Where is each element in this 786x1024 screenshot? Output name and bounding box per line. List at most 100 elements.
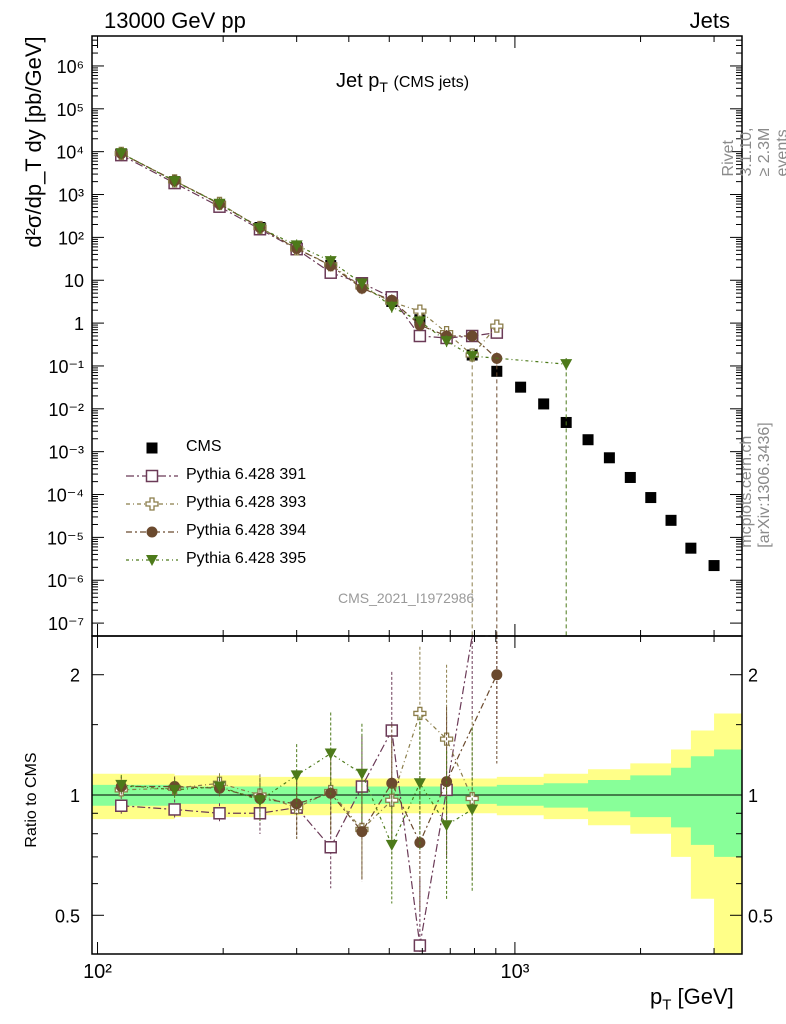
plot-title-main: Jet p bbox=[336, 70, 380, 92]
ratio-point-pythia-6-428-391-5 bbox=[324, 840, 337, 854]
point-cms-16 bbox=[603, 452, 615, 464]
x-tick-label-100: 10² bbox=[83, 961, 112, 983]
y-tick-label-main: 10⁵ bbox=[57, 100, 84, 120]
point-cms-13 bbox=[538, 398, 550, 410]
energy-label: 13000 GeV pp bbox=[104, 8, 246, 33]
ratio-point-pythia-6-428-393-8 bbox=[413, 706, 427, 721]
x-tick-label-1000: 10³ bbox=[500, 961, 529, 983]
ratio-uncertainty-bands bbox=[92, 713, 742, 954]
ratio-point-pythia-6-428-391-0 bbox=[115, 799, 128, 812]
y-axis-label-ratio: Ratio to CMS bbox=[23, 752, 40, 848]
y-tick-label-main: 10⁻² bbox=[48, 400, 84, 420]
point-pythia-6-428-395-10 bbox=[466, 351, 479, 363]
y-tick-label-main: 10⁻⁶ bbox=[47, 571, 84, 591]
process-label: Jets bbox=[689, 8, 730, 33]
legend-marker-1 bbox=[145, 469, 159, 483]
ratio-point-pythia-6-428-395-6 bbox=[355, 768, 368, 780]
point-pythia-6-428-395-5 bbox=[324, 256, 337, 268]
ratio-point-pythia-6-428-394-10 bbox=[491, 669, 503, 681]
point-cms-11 bbox=[491, 365, 503, 377]
main-plot-series bbox=[114, 146, 720, 636]
point-pythia-6-428-394-10 bbox=[466, 330, 478, 342]
y-tick-label-main: 10⁶ bbox=[57, 57, 84, 77]
ratio-point-pythia-6-428-395-7 bbox=[385, 839, 398, 851]
ratio-point-pythia-6-428-395-1 bbox=[168, 784, 181, 796]
ratio-band-green bbox=[92, 749, 742, 857]
ratio-point-pythia-6-428-391-1 bbox=[168, 803, 181, 816]
ratio-point-pythia-6-428-395-4 bbox=[290, 770, 303, 782]
y-tick-label-main: 10⁻⁴ bbox=[47, 486, 84, 506]
y-tick-label-ratio: 0.5 bbox=[55, 906, 80, 926]
ratio-band-yellow bbox=[92, 713, 742, 954]
point-pythia-6-428-395-11 bbox=[560, 359, 573, 371]
point-pythia-6-428-395-7 bbox=[385, 301, 398, 313]
series-line-pythia-6-428-395 bbox=[120, 152, 567, 365]
point-pythia-6-428-395-9 bbox=[440, 336, 453, 348]
point-cms-18 bbox=[645, 492, 657, 504]
ratio-line-pythia-6-428-391 bbox=[121, 635, 497, 946]
point-pythia-6-428-395-0 bbox=[115, 148, 128, 160]
point-cms-21 bbox=[708, 560, 720, 572]
legend-marker-3 bbox=[146, 526, 158, 538]
point-cms-17 bbox=[624, 471, 636, 483]
legend-markers bbox=[126, 442, 178, 566]
point-cms-12 bbox=[515, 381, 527, 393]
legend-marker-4 bbox=[146, 555, 158, 566]
y-tick-label-main: 10⁻⁷ bbox=[48, 614, 84, 634]
legend-label-395: Pythia 6.428 395 bbox=[186, 550, 307, 567]
plot-title-suffix: (CMS jets) bbox=[393, 74, 470, 91]
y-tick-label-ratio-right: 0.5 bbox=[748, 906, 773, 926]
legend-marker-2 bbox=[145, 497, 159, 511]
point-cms-20 bbox=[685, 542, 697, 554]
mcplots-label: mcplots.cern.ch [arXiv:1306.3436] bbox=[738, 422, 773, 548]
ratio-point-pythia-6-428-395-2 bbox=[213, 781, 226, 793]
y-tick-label-main: 10⁻¹ bbox=[48, 357, 84, 377]
y-tick-label-main: 10⁻³ bbox=[48, 443, 84, 463]
y-tick-label-main: 10 bbox=[64, 271, 84, 291]
x-axis-label-main: p bbox=[650, 984, 663, 1009]
ratio-line-pythia-6-428-394 bbox=[121, 674, 498, 845]
y-tick-label-main: 10³ bbox=[58, 186, 84, 206]
ratio-point-pythia-6-428-395-9 bbox=[440, 820, 453, 832]
point-pythia-6-428-395-1 bbox=[168, 176, 181, 188]
x-axis-label-unit: [GeV] bbox=[671, 984, 734, 1009]
y-tick-label-ratio-right: 1 bbox=[748, 786, 758, 806]
legend-marker-0 bbox=[146, 442, 158, 454]
plot-title-sub: T bbox=[379, 79, 388, 95]
point-pythia-6-428-395-2 bbox=[213, 198, 226, 210]
point-cms-15 bbox=[582, 434, 594, 446]
legend-label-cms: CMS bbox=[186, 438, 222, 455]
legend-label-394: Pythia 6.428 394 bbox=[186, 522, 307, 539]
y-tick-label-ratio: 1 bbox=[70, 786, 80, 806]
ratio-point-pythia-6-428-391-2 bbox=[213, 807, 226, 820]
y-tick-label-main: 10⁴ bbox=[56, 143, 84, 163]
point-cms-19 bbox=[665, 514, 677, 526]
point-pythia-6-428-393-11 bbox=[490, 319, 504, 333]
y-tick-label-main: 1 bbox=[74, 314, 84, 334]
legend-label-391: Pythia 6.428 391 bbox=[186, 466, 307, 483]
ratio-point-pythia-6-428-394-6 bbox=[356, 826, 368, 838]
analysis-reference: CMS_2021_I1972986 bbox=[338, 590, 475, 606]
axis-ticks: 10² 10³ 10⁻⁷ 10⁻⁶ 10⁻⁵ 10⁻⁴ 10⁻³ 10⁻² 10⁻¹ 1 10 10²… bbox=[47, 35, 773, 983]
point-pythia-6-428-395-6 bbox=[355, 278, 368, 290]
ratio-plot-series bbox=[114, 635, 503, 954]
ratio-point-pythia-6-428-395-10 bbox=[466, 804, 479, 816]
legend-label-393: Pythia 6.428 393 bbox=[186, 494, 307, 511]
x-axis-label: pT [GeV] bbox=[650, 984, 734, 1013]
y-tick-label-main: 10⁻⁵ bbox=[47, 528, 84, 548]
ratio-point-pythia-6-428-395-0 bbox=[115, 779, 128, 791]
ratio-point-pythia-6-428-395-5 bbox=[324, 748, 337, 760]
y-axis-label-main: d²σ/dp_T dy [pb/GeV] bbox=[21, 36, 46, 248]
y-tick-label-ratio-right: 2 bbox=[748, 666, 758, 686]
y-tick-label-ratio: 2 bbox=[70, 666, 80, 686]
point-pythia-6-428-395-8 bbox=[413, 316, 426, 328]
y-tick-label-main: 10² bbox=[58, 228, 84, 248]
rivet-version-label: Rivet 3.1.10, ≥ 2.3M events bbox=[720, 127, 786, 177]
ratio-point-pythia-6-428-391-8 bbox=[413, 939, 427, 952]
point-pythia-6-428-395-4 bbox=[290, 240, 303, 252]
ratio-point-pythia-6-428-395-8 bbox=[413, 778, 426, 790]
plot-title: Jet pT (CMS jets) bbox=[336, 70, 469, 95]
ratio-point-pythia-6-428-394-4 bbox=[291, 798, 303, 810]
ratio-point-pythia-6-428-394-7 bbox=[386, 777, 398, 789]
